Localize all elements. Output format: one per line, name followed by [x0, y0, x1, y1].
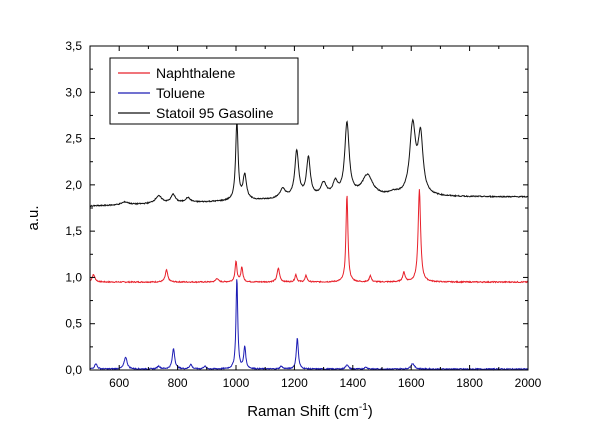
x-tick-label: 1000: [223, 376, 250, 390]
y-tick-label: 2,0: [65, 178, 82, 192]
y-tick-label: 0,5: [65, 317, 82, 331]
x-tick-label: 1200: [281, 376, 308, 390]
x-tick-label: 800: [168, 376, 188, 390]
x-tick-label: 1800: [456, 376, 483, 390]
x-tick-label: 1600: [398, 376, 425, 390]
y-tick-label: 2,5: [65, 132, 82, 146]
y-tick-label: 1,5: [65, 224, 82, 238]
x-axis-label: Raman Shift (cm-1): [247, 402, 373, 420]
legend-entry-label: Naphthalene: [156, 65, 236, 81]
y-tick-label: 1,0: [65, 270, 82, 284]
x-tick-label: 2000: [515, 376, 542, 390]
legend-entry-label: Toluene: [156, 85, 205, 101]
plot-area: [89, 118, 529, 371]
x-axis-label-suffix: ): [368, 403, 373, 420]
legend: Naphthalene Toluene Statoil 95 Gasoline: [109, 57, 299, 125]
x-axis-label-main: Raman Shift (cm: [247, 403, 359, 420]
y-tick-label: 0,0: [65, 363, 82, 377]
y-tick-label: 3,0: [65, 85, 82, 99]
y-axis-label: a.u.: [25, 205, 42, 230]
legend-entry-label: Statoil 95 Gasoline: [156, 105, 274, 121]
series-line-statoil-95-gasoline: [89, 118, 529, 208]
series-line-naphthalene: [89, 189, 529, 284]
series-line-toluene: [89, 279, 529, 371]
x-tick-label: 600: [109, 376, 129, 390]
y-tick-label: 3,5: [65, 39, 82, 53]
x-tick-label: 1400: [339, 376, 366, 390]
axes: 600 800 1000 1200 1400 1600 1800 2000 0,0 0,5 1,0 1…: [65, 39, 541, 390]
x-axis-label-superscript: -1: [359, 402, 368, 413]
